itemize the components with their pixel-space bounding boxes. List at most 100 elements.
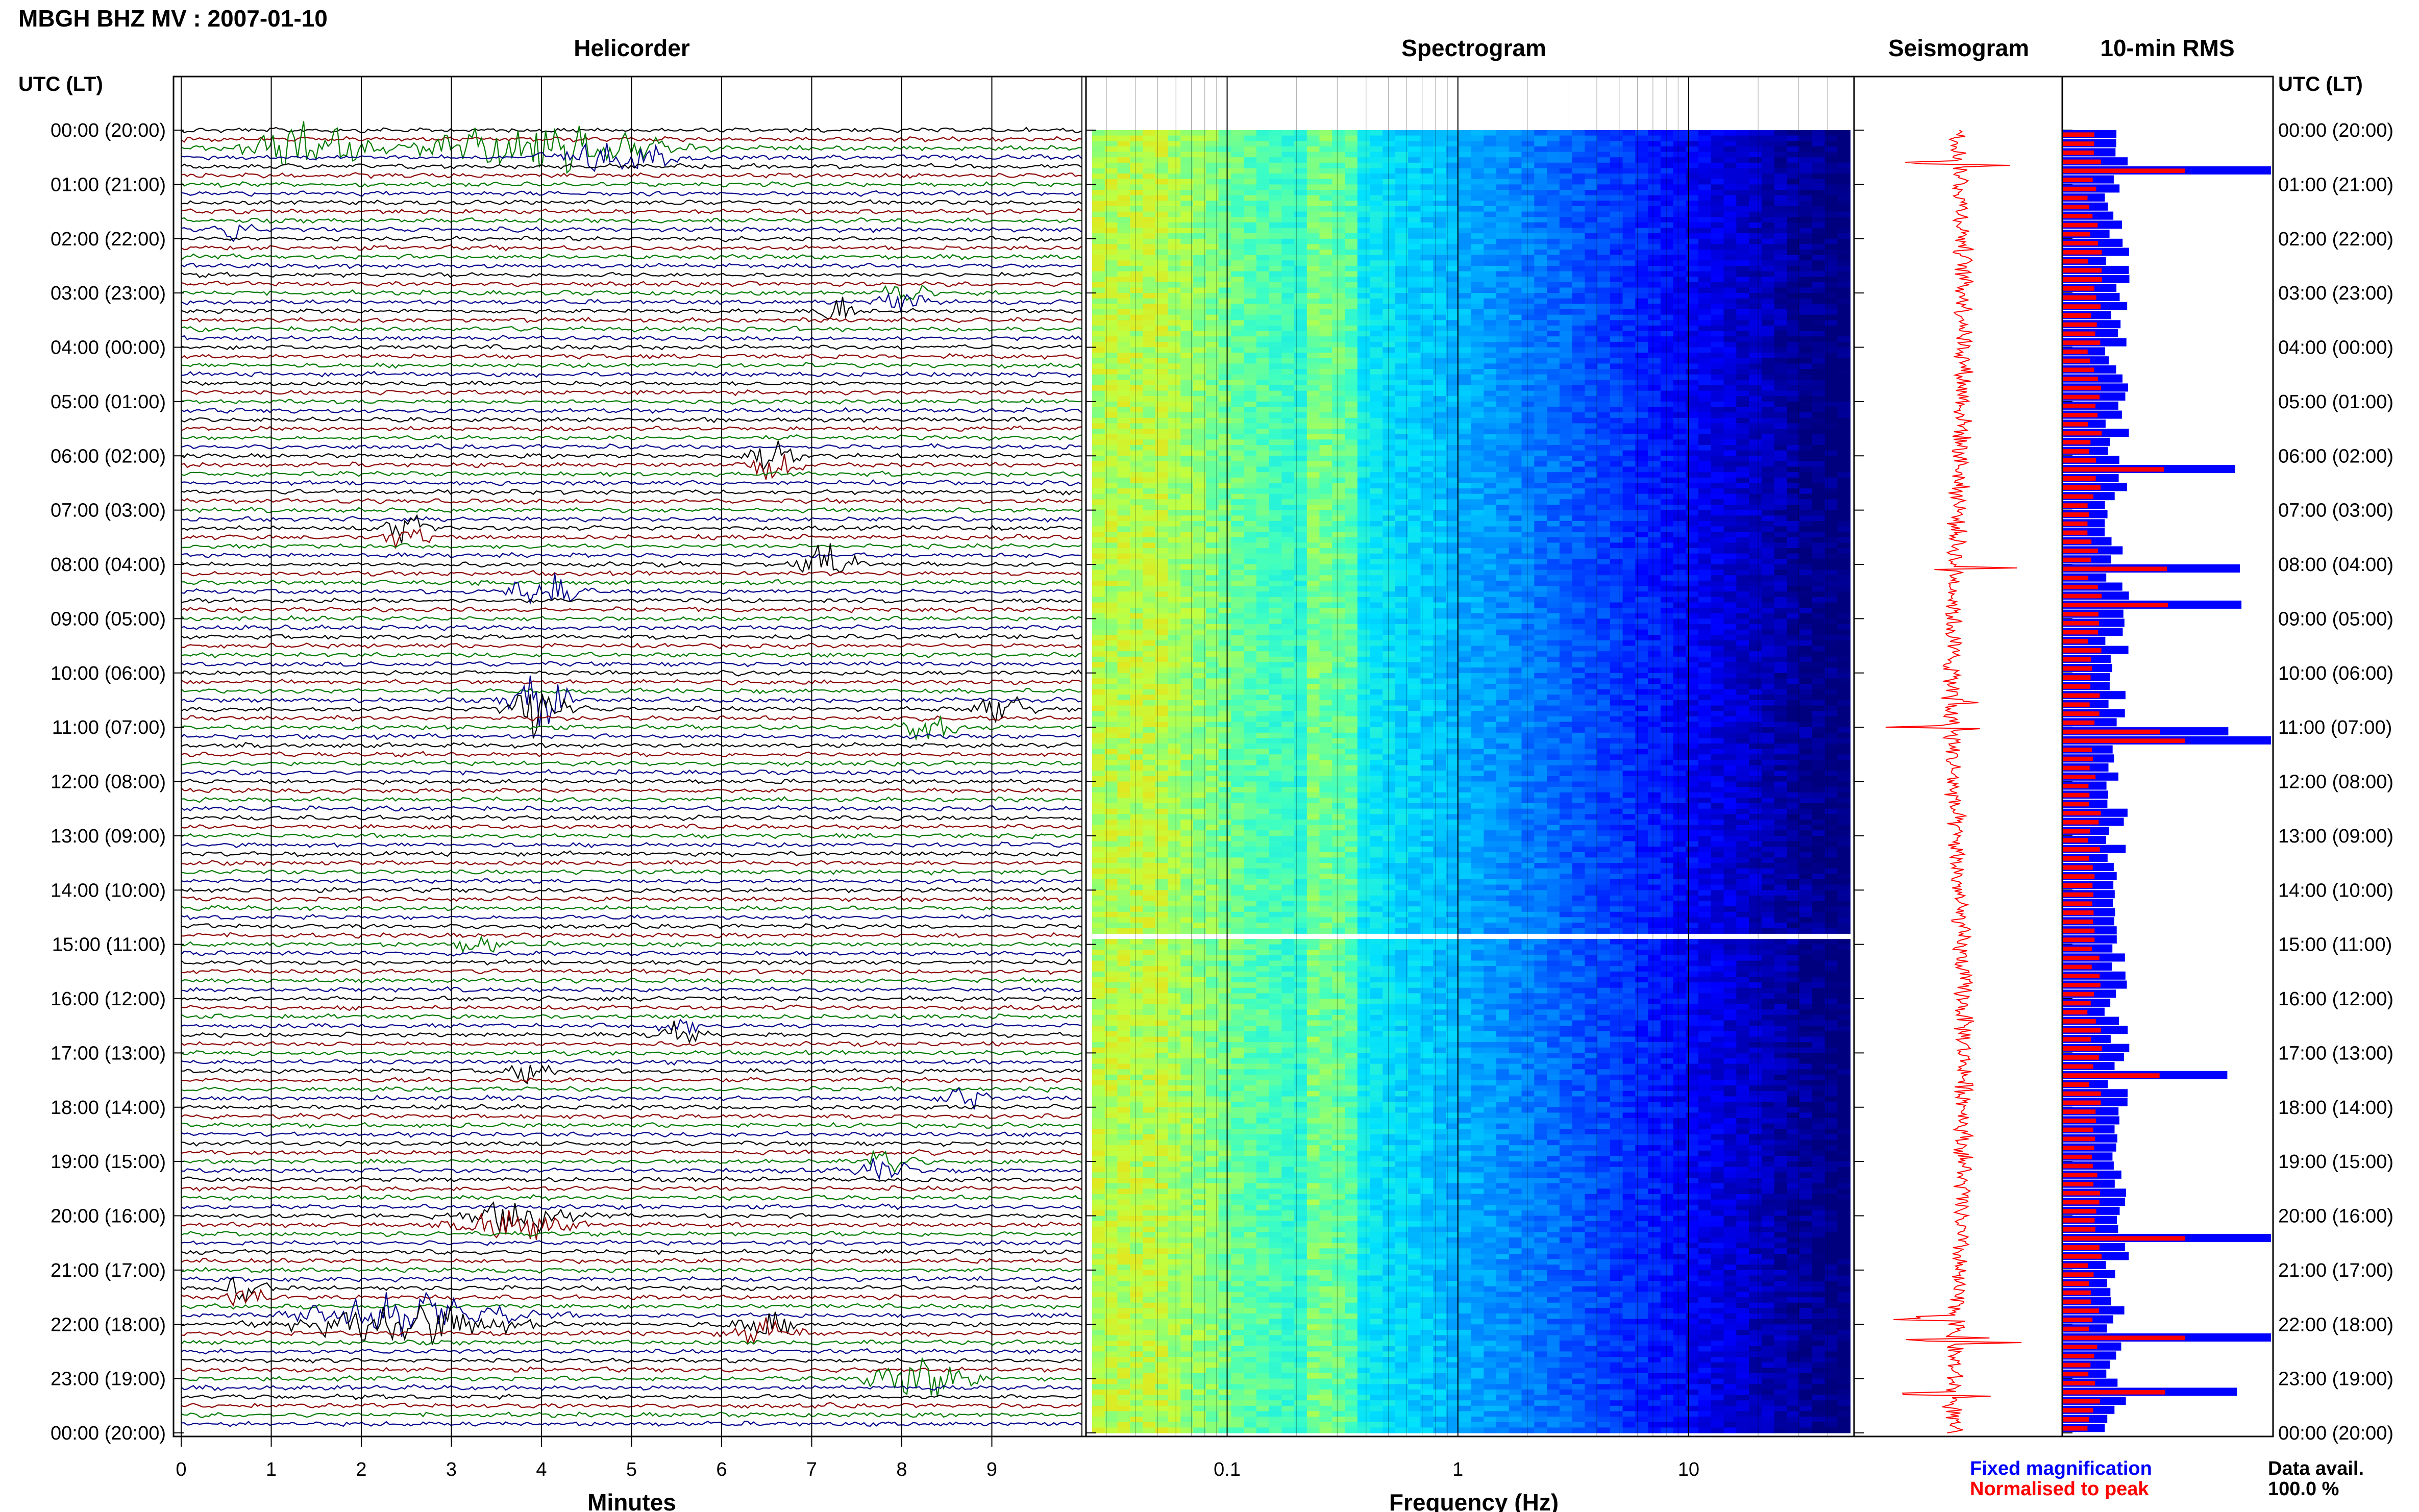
spectrogram-cell [1521, 265, 1535, 272]
spectrogram-cell [1294, 250, 1307, 256]
spectrogram-cell [1736, 407, 1750, 413]
spectrogram-cell [1231, 287, 1245, 293]
spectrogram-cell [1458, 244, 1472, 250]
spectrogram-cell [1458, 390, 1472, 396]
spectrogram-cell [1698, 162, 1712, 168]
spectrogram-cell [1509, 461, 1522, 467]
spectrogram-cell [1306, 336, 1320, 342]
spectrogram-cell [1698, 157, 1712, 163]
spectrogram-cell [1433, 390, 1447, 396]
spectrogram-cell [1622, 152, 1636, 158]
spectrogram-cell [1799, 211, 1813, 217]
spectrogram-cell [1458, 542, 1472, 549]
spectrogram-cell [1698, 336, 1712, 342]
spectrogram-cell [1761, 309, 1775, 315]
spectrogram-cell [1471, 211, 1485, 217]
spectrogram-cell [1269, 238, 1282, 244]
spectrogram-cell [1572, 314, 1586, 320]
spectrogram-cell [1635, 277, 1649, 283]
spectrogram-cell [1244, 326, 1257, 332]
spectrogram-cell [1168, 298, 1181, 304]
spectrogram-cell [1787, 369, 1800, 375]
spectrogram-cell [1180, 488, 1194, 494]
spectrogram-cell [1306, 255, 1320, 261]
spectrogram-cell [1420, 162, 1434, 168]
spectrogram-cell [1357, 195, 1371, 201]
spectrogram-cell [1648, 250, 1661, 256]
spectrogram-cell [1370, 461, 1384, 467]
spectrogram-cell [1648, 390, 1661, 396]
spectrogram-cell [1534, 510, 1548, 516]
spectrogram-cell [1496, 162, 1510, 168]
spectrogram-cell [1622, 173, 1636, 180]
spectrogram-cell [1104, 265, 1118, 272]
spectrogram-cell [1408, 271, 1421, 277]
spectrogram-cell [1673, 505, 1687, 511]
spectrogram-cell [1193, 466, 1206, 473]
spectrogram-cell [1534, 141, 1548, 147]
spectrogram-cell [1180, 417, 1194, 424]
spectrogram-cell [1761, 520, 1775, 527]
spectrogram-cell [1281, 537, 1295, 543]
spectrogram-cell [1383, 201, 1396, 207]
spectrogram-cell [1660, 450, 1674, 456]
spectrogram-cell [1812, 173, 1825, 180]
spectrogram-cell [1231, 201, 1245, 207]
spectrogram-cell [1749, 309, 1762, 315]
spectrogram-cell [1837, 314, 1851, 320]
spectrogram-cell [1458, 396, 1472, 402]
spectrogram-cell [1155, 483, 1169, 489]
spectrogram-cell [1408, 439, 1421, 445]
spectrogram-cell [1761, 510, 1775, 516]
spectrogram-cell [1509, 265, 1522, 272]
spectrogram-cell [1395, 217, 1409, 223]
spectrogram-cell [1180, 401, 1194, 408]
spectrogram-cell [1812, 326, 1825, 332]
spectrogram-cell [1357, 222, 1371, 228]
spectrogram-cell [1660, 255, 1674, 261]
spectrogram-cell [1458, 434, 1472, 440]
spectrogram-cell [1168, 190, 1181, 196]
spectrogram-cell [1294, 314, 1307, 320]
spectrogram-cell [1104, 456, 1118, 462]
spectrogram-cell [1787, 341, 1800, 348]
spectrogram-cell [1370, 505, 1384, 511]
spectrogram-cell [1180, 130, 1194, 136]
spectrogram-cell [1345, 326, 1358, 332]
spectrogram-cell [1281, 146, 1295, 153]
spectrogram-cell [1168, 195, 1181, 201]
spectrogram-cell [1408, 499, 1421, 505]
spectrogram-cell [1597, 141, 1611, 147]
spectrogram-cell [1269, 488, 1282, 494]
spectrogram-cell [1484, 477, 1497, 483]
spectrogram-cell [1686, 271, 1699, 277]
spectrogram-cell [1130, 548, 1144, 554]
spectrogram-cell [1723, 201, 1737, 207]
spectrogram-cell [1824, 493, 1838, 500]
spectrogram-cell [1092, 466, 1105, 473]
spectrogram-cell [1610, 152, 1623, 158]
spectrogram-cell [1420, 532, 1434, 538]
spectrogram-cell [1231, 250, 1245, 256]
spectrogram-cell [1572, 385, 1586, 391]
spectrogram-cell [1824, 260, 1838, 266]
spectrogram-cell [1749, 542, 1762, 549]
spectrogram-cell [1723, 347, 1737, 353]
spectrogram-cell [1534, 271, 1548, 277]
spectrogram-cell [1484, 326, 1497, 332]
spectrogram-cell [1837, 353, 1851, 359]
spectrogram-cell [1648, 515, 1661, 522]
spectrogram-cell [1306, 369, 1320, 375]
spectrogram-cell [1673, 510, 1687, 516]
spectrogram-cell [1736, 515, 1750, 522]
spectrogram-cell [1180, 135, 1194, 141]
spectrogram-cell [1370, 341, 1384, 348]
spectrogram-cell [1458, 461, 1472, 467]
spectrogram-cell [1180, 374, 1194, 380]
spectrogram-cell [1799, 396, 1813, 402]
spectrogram-cell [1117, 320, 1131, 326]
spectrogram-cell [1281, 401, 1295, 408]
spectrogram-cell [1534, 358, 1548, 364]
spectrogram-cell [1205, 450, 1219, 456]
spectrogram-cell [1345, 483, 1358, 489]
